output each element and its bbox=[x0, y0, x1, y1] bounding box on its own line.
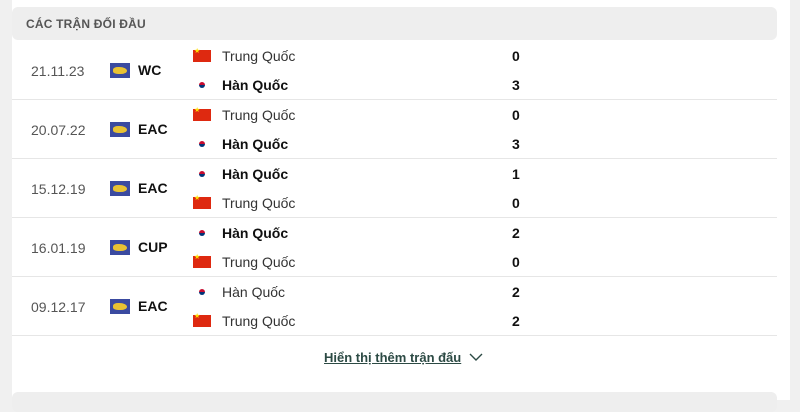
team-name: Trung Quốc bbox=[222, 107, 296, 123]
home-team: Hàn Quốc bbox=[193, 284, 285, 300]
korea-flag-icon bbox=[193, 286, 211, 298]
world-map-icon bbox=[110, 298, 130, 314]
away-team: Hàn Quốc bbox=[193, 136, 288, 152]
home-score: 0 bbox=[512, 107, 520, 123]
competition-label: EAC bbox=[138, 180, 168, 196]
team-name: Trung Quốc bbox=[222, 195, 296, 211]
competition: WC bbox=[110, 62, 161, 78]
team-name: Hàn Quốc bbox=[222, 284, 286, 300]
match-date: 15.12.19 bbox=[31, 181, 86, 197]
home-score: 2 bbox=[512, 284, 520, 300]
away-team: Trung Quốc bbox=[193, 253, 296, 270]
team-name: Hàn Quốc bbox=[222, 225, 289, 241]
korea-flag-icon bbox=[193, 79, 211, 91]
away-score: 3 bbox=[512, 77, 520, 93]
away-score: 0 bbox=[512, 195, 520, 211]
competition-label: EAC bbox=[138, 121, 168, 137]
home-team: Hàn Quốc bbox=[193, 225, 288, 241]
h2h-card bbox=[12, 0, 790, 400]
team-name: Hàn Quốc bbox=[222, 166, 289, 182]
match-row[interactable]: 16.01.19 CUP Hàn Quốc Trung Quốc 2 0 bbox=[12, 218, 777, 277]
competition: EAC bbox=[110, 298, 168, 314]
home-team: Trung Quốc bbox=[193, 106, 296, 123]
world-map-icon bbox=[110, 62, 130, 78]
competition-label: CUP bbox=[138, 239, 168, 255]
away-score: 0 bbox=[512, 254, 520, 270]
match-row[interactable]: 15.12.19 EAC Hàn Quốc Trung Quốc 1 0 bbox=[12, 159, 777, 218]
home-score: 0 bbox=[512, 48, 520, 64]
match-date: 16.01.19 bbox=[31, 240, 86, 256]
china-flag-icon bbox=[193, 47, 211, 62]
away-team: Trung Quốc bbox=[193, 312, 296, 329]
china-flag-icon bbox=[193, 312, 211, 327]
team-name: Trung Quốc bbox=[222, 254, 296, 270]
competition: EAC bbox=[110, 180, 168, 196]
team-name: Trung Quốc bbox=[222, 313, 296, 329]
match-row[interactable]: 09.12.17 EAC Hàn Quốc Trung Quốc 2 2 bbox=[12, 277, 777, 336]
away-team: Hàn Quốc bbox=[193, 77, 288, 93]
away-score: 2 bbox=[512, 313, 520, 329]
match-date: 20.07.22 bbox=[31, 122, 86, 138]
show-more-button[interactable]: Hiển thị thêm trận đấu bbox=[324, 350, 483, 365]
home-score: 1 bbox=[512, 166, 520, 182]
match-date: 21.11.23 bbox=[31, 63, 85, 79]
china-flag-icon bbox=[193, 253, 211, 268]
match-row[interactable]: 20.07.22 EAC Trung Quốc Hàn Quốc 0 3 bbox=[12, 100, 777, 159]
show-more-label: Hiển thị thêm trận đấu bbox=[324, 350, 462, 365]
world-map-icon bbox=[110, 180, 130, 196]
team-name: Hàn Quốc bbox=[222, 77, 289, 93]
away-score: 3 bbox=[512, 136, 520, 152]
korea-flag-icon bbox=[193, 227, 211, 239]
korea-flag-icon bbox=[193, 138, 211, 150]
world-map-icon bbox=[110, 121, 130, 137]
korea-flag-icon bbox=[193, 168, 211, 180]
competition-label: EAC bbox=[138, 298, 168, 314]
home-team: Trung Quốc bbox=[193, 47, 296, 64]
competition: CUP bbox=[110, 239, 168, 255]
world-map-icon bbox=[110, 239, 130, 255]
home-score: 2 bbox=[512, 225, 520, 241]
match-date: 09.12.17 bbox=[31, 299, 86, 315]
china-flag-icon bbox=[193, 194, 211, 209]
competition-label: WC bbox=[138, 62, 162, 78]
home-team: Hàn Quốc bbox=[193, 166, 288, 182]
match-list: 21.11.23 WC Trung Quốc Hàn Quốc 0 320.07… bbox=[12, 41, 777, 336]
chevron-down-icon bbox=[469, 353, 483, 361]
team-name: Trung Quốc bbox=[222, 48, 296, 64]
next-section bbox=[12, 392, 777, 412]
team-name: Hàn Quốc bbox=[222, 136, 289, 152]
china-flag-icon bbox=[193, 106, 211, 121]
away-team: Trung Quốc bbox=[193, 194, 296, 211]
match-row[interactable]: 21.11.23 WC Trung Quốc Hàn Quốc 0 3 bbox=[12, 41, 777, 100]
section-title: CÁC TRẬN ĐỐI ĐẦU bbox=[12, 7, 777, 40]
competition: EAC bbox=[110, 121, 168, 137]
